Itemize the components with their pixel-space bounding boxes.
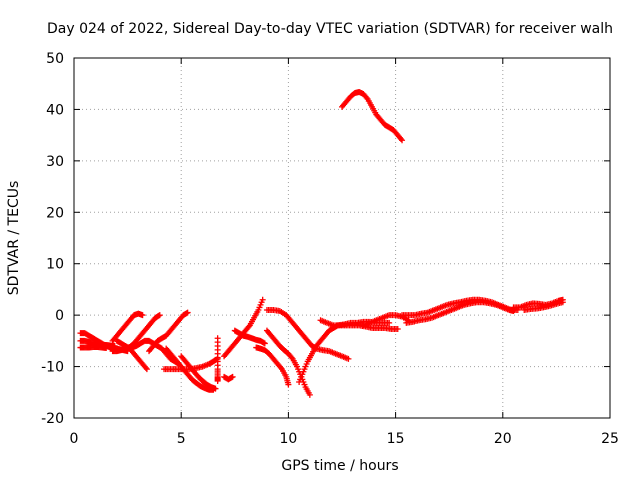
data-point: [399, 137, 406, 144]
data-point: [111, 343, 118, 349]
x-tick-label: 5: [177, 431, 186, 447]
data-point: [306, 391, 313, 398]
data-point: [184, 309, 191, 316]
series-arc-k: [178, 353, 219, 392]
y-tick-label: -20: [41, 411, 64, 427]
data-point: [245, 323, 252, 330]
data-point: [103, 345, 110, 352]
data-point: [142, 364, 149, 371]
x-tick-label: 0: [70, 431, 79, 447]
data-point: [259, 296, 266, 303]
series-arc-s: [296, 318, 393, 385]
data-point: [277, 364, 284, 371]
data-point: [345, 355, 352, 362]
data-points: [77, 88, 566, 398]
series-arc-l: [214, 335, 221, 384]
data-point: [394, 326, 401, 333]
y-tick-label: 40: [46, 102, 64, 118]
data-point: [397, 136, 404, 142]
data-point: [212, 385, 219, 392]
y-tick-label: 30: [46, 154, 64, 170]
y-axis-title: SDTVAR / TECUs: [6, 181, 22, 296]
x-tick-label: 25: [601, 431, 619, 447]
series-arc-u: [360, 312, 412, 329]
data-point: [139, 312, 146, 319]
series-arc-c: [77, 344, 110, 352]
data-point: [288, 354, 295, 361]
y-tick-label: 50: [46, 51, 64, 67]
series-arc-high: [339, 88, 406, 144]
chart-title: Day 024 of 2022, Sidereal Day-to-day VTE…: [47, 21, 613, 37]
data-point: [143, 366, 150, 373]
series-arc-o: [231, 327, 268, 347]
x-tick-label: 20: [494, 431, 512, 447]
series-arc-n: [221, 296, 266, 360]
data-point: [156, 312, 163, 319]
series-arc-h: [146, 309, 191, 355]
series-arc-p: [253, 344, 292, 388]
data-point: [261, 340, 268, 347]
data-point: [214, 377, 221, 384]
x-tick-label: 10: [279, 431, 297, 447]
series-arc-w: [399, 296, 521, 319]
series-arc-r: [263, 307, 352, 362]
series-arc-m: [221, 373, 236, 383]
y-tick-label: -10: [41, 360, 64, 376]
data-point: [285, 381, 292, 388]
data-point: [386, 319, 393, 326]
grid-lines: [74, 58, 610, 418]
x-axis-title: GPS time / hours: [281, 458, 398, 474]
data-point: [363, 94, 370, 101]
x-axis: 0 5 10 15 20 25: [70, 58, 619, 447]
series-arc-d: [109, 310, 146, 344]
data-point: [559, 299, 566, 306]
data-point: [229, 373, 236, 380]
plot-frame: [73, 57, 611, 419]
y-tick-label: 10: [46, 257, 64, 273]
y-tick-label: 0: [55, 308, 64, 324]
series-arc-y: [521, 299, 566, 313]
x-tick-label: 15: [387, 431, 405, 447]
y-tick-label: 20: [46, 205, 64, 221]
y-axis: -20 -10 0 10 20 30 40 50: [41, 51, 610, 427]
